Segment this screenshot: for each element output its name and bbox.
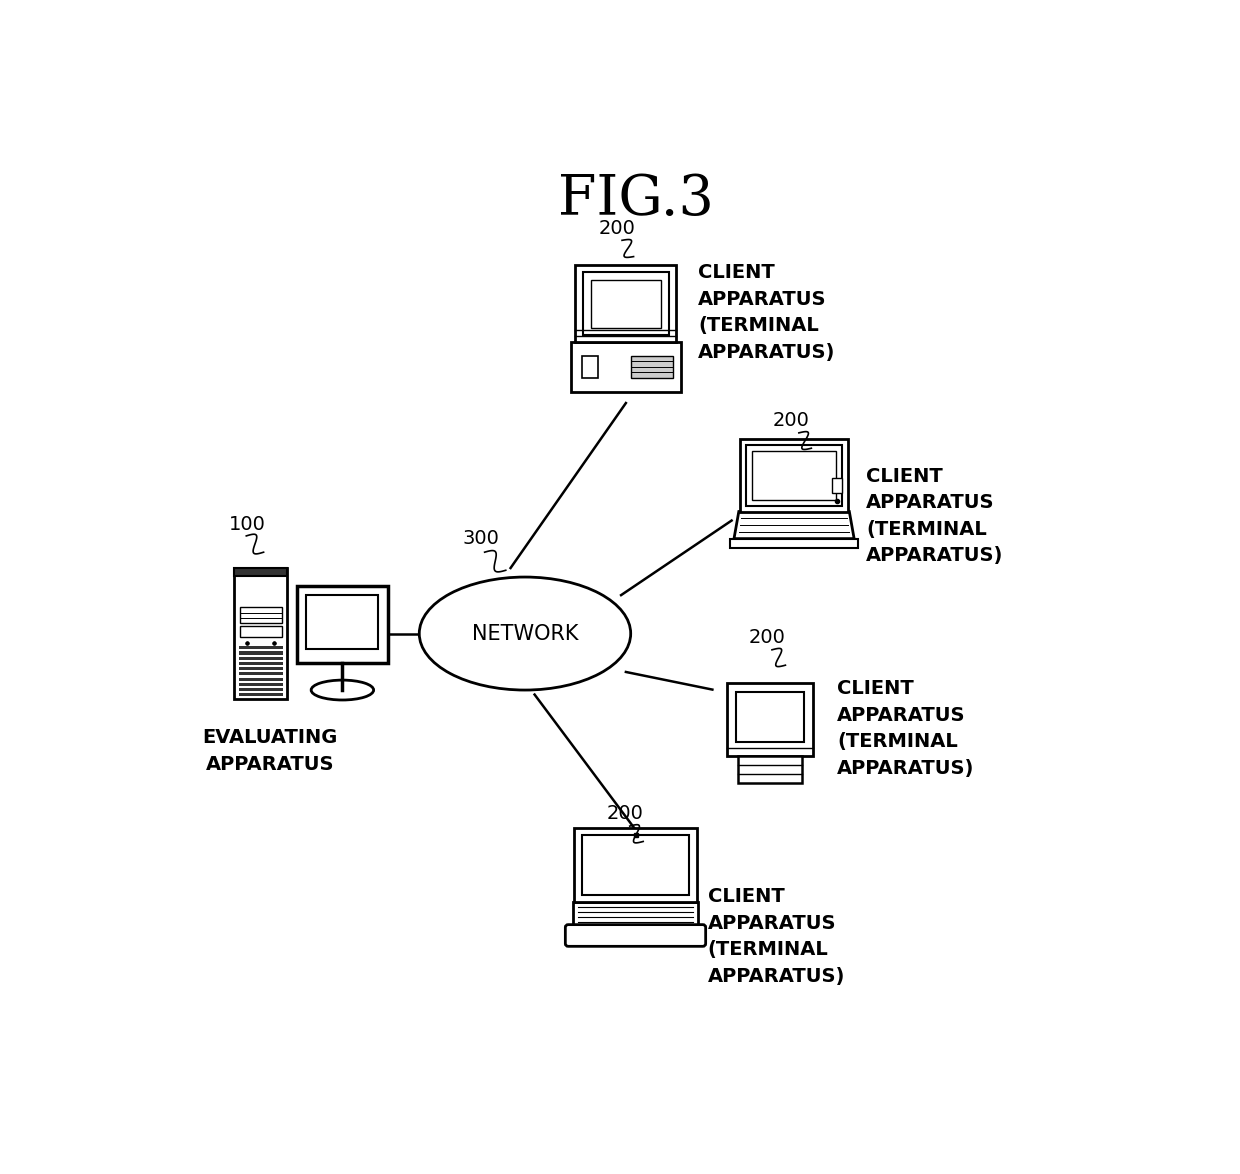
Ellipse shape: [419, 578, 631, 690]
Bar: [234, 568, 288, 576]
Bar: [582, 835, 689, 895]
Text: 200: 200: [773, 411, 810, 430]
Bar: [234, 568, 288, 699]
Text: 200: 200: [749, 628, 786, 647]
Text: 100: 100: [229, 515, 265, 534]
Bar: [575, 265, 676, 342]
Bar: [238, 688, 283, 691]
Bar: [238, 683, 283, 686]
Bar: [730, 539, 858, 547]
Bar: [296, 586, 388, 663]
Bar: [832, 478, 842, 493]
Bar: [582, 356, 598, 378]
Text: EVALUATING
APPARATUS: EVALUATING APPARATUS: [202, 728, 339, 774]
Bar: [239, 607, 281, 623]
Text: FIG.3: FIG.3: [558, 173, 713, 228]
FancyBboxPatch shape: [565, 925, 706, 946]
Bar: [727, 683, 813, 756]
Bar: [737, 693, 804, 742]
Bar: [238, 667, 283, 670]
Bar: [238, 662, 283, 664]
Text: 300: 300: [463, 528, 500, 547]
Bar: [239, 626, 281, 637]
Text: CLIENT
APPARATUS
(TERMINAL
APPARATUS): CLIENT APPARATUS (TERMINAL APPARATUS): [698, 263, 836, 362]
Bar: [573, 902, 698, 927]
Ellipse shape: [311, 680, 373, 700]
Bar: [238, 694, 283, 696]
Bar: [740, 439, 848, 512]
Polygon shape: [734, 512, 854, 539]
Bar: [583, 272, 668, 335]
Bar: [738, 756, 802, 783]
Bar: [631, 356, 673, 378]
Text: NETWORK: NETWORK: [471, 623, 578, 643]
Text: 200: 200: [599, 218, 636, 237]
Bar: [753, 451, 836, 500]
Bar: [306, 595, 378, 649]
Bar: [238, 673, 283, 675]
Bar: [238, 646, 283, 649]
Bar: [570, 342, 681, 392]
Bar: [745, 445, 842, 506]
Bar: [238, 656, 283, 660]
Text: 200: 200: [606, 804, 644, 823]
Text: CLIENT
APPARATUS
(TERMINAL
APPARATUS): CLIENT APPARATUS (TERMINAL APPARATUS): [866, 467, 1003, 566]
Bar: [590, 279, 661, 328]
Text: CLIENT
APPARATUS
(TERMINAL
APPARATUS): CLIENT APPARATUS (TERMINAL APPARATUS): [708, 888, 844, 986]
Bar: [574, 828, 697, 902]
Text: CLIENT
APPARATUS
(TERMINAL
APPARATUS): CLIENT APPARATUS (TERMINAL APPARATUS): [837, 680, 975, 777]
Bar: [238, 652, 283, 655]
Bar: [238, 677, 283, 681]
